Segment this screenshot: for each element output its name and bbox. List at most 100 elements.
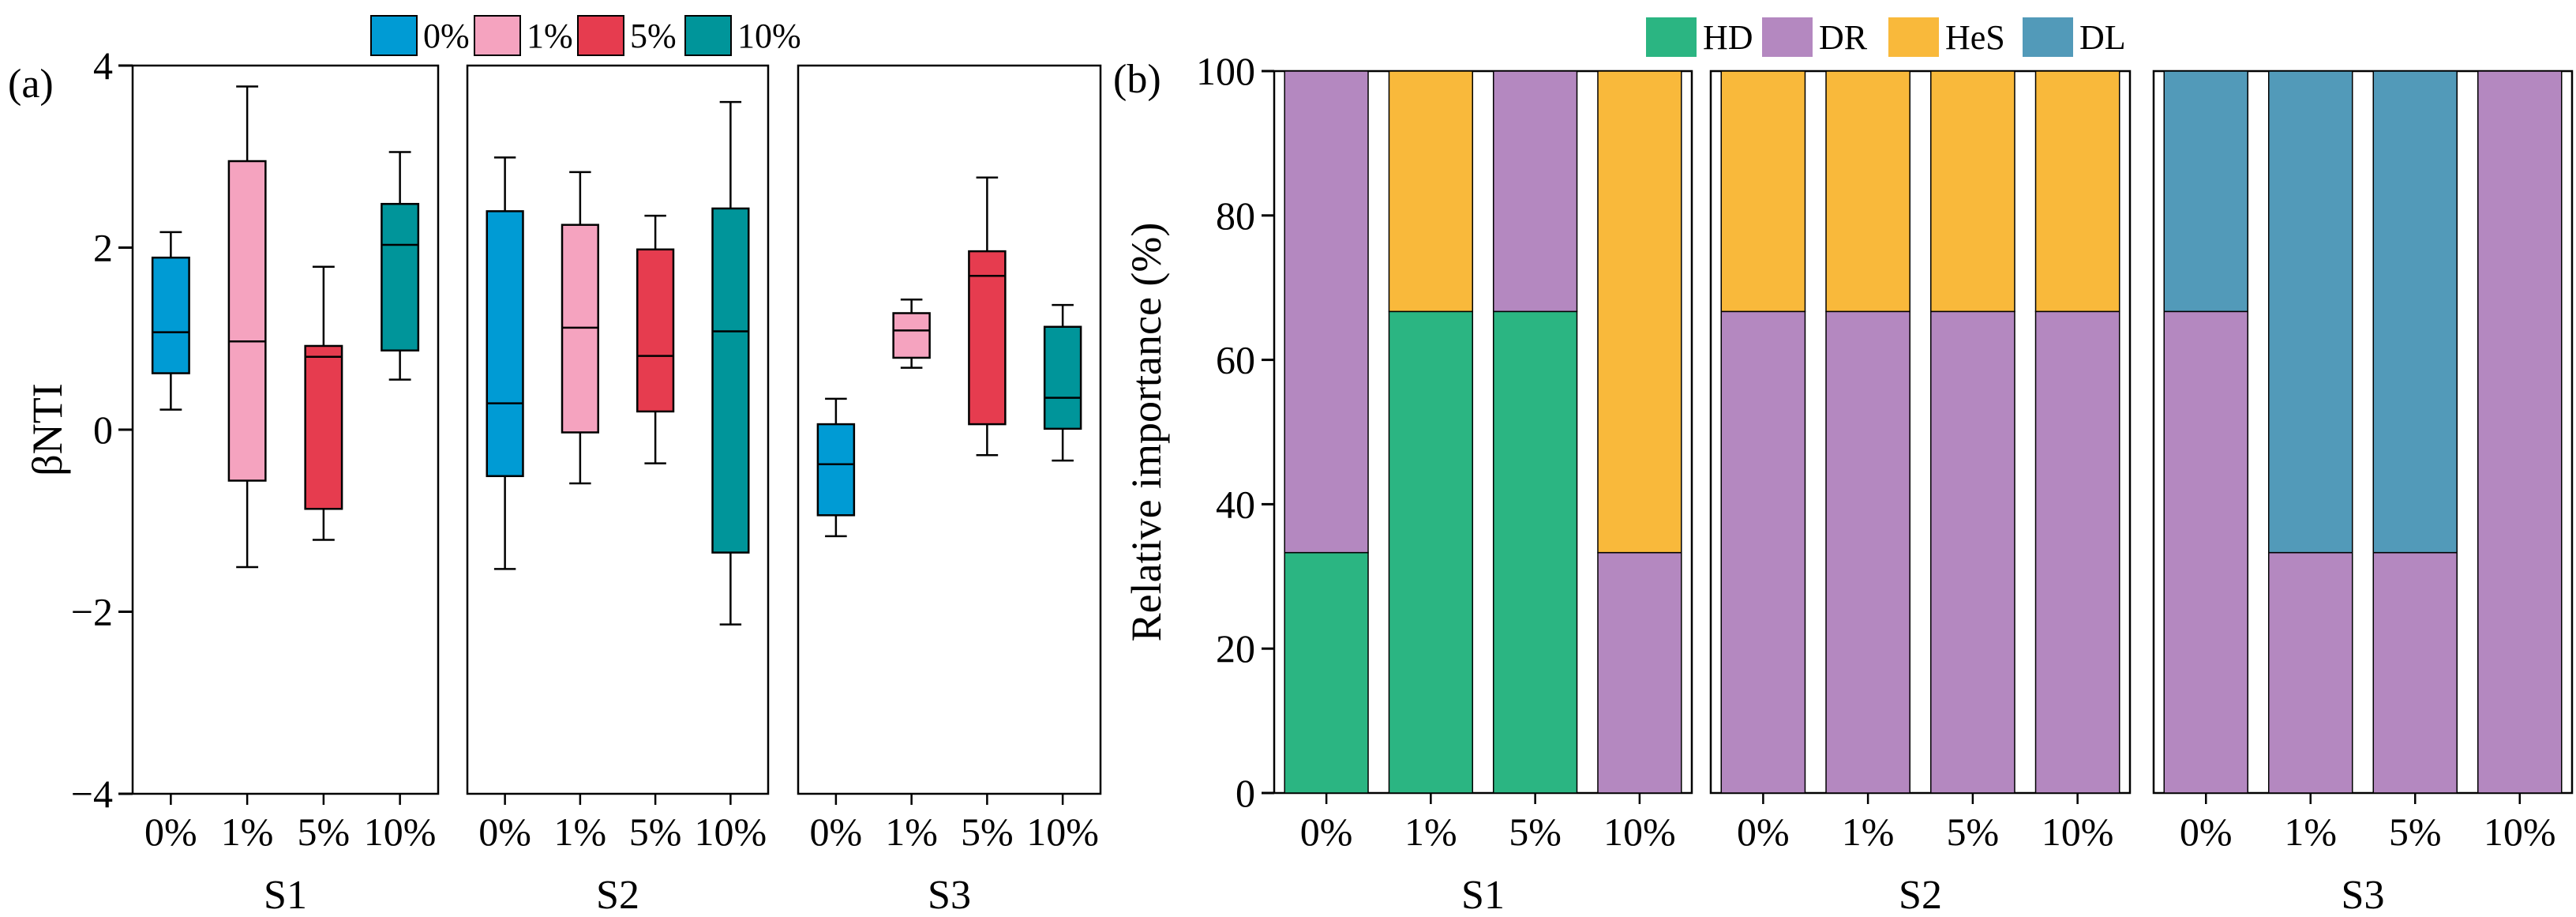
- group-label-b-3: S3: [2342, 873, 2385, 917]
- bar-segment-hd: [1388, 310, 1474, 794]
- subplot-frame-a-2: [466, 64, 770, 795]
- y-tick-label-b: 100: [1196, 49, 1255, 93]
- legend-swatch-a-1pct: [474, 15, 521, 56]
- bar-segment-hes: [1597, 70, 1682, 554]
- group-label-b-2: S2: [1899, 873, 1942, 917]
- box-s2-1pct: [561, 171, 599, 485]
- box-s3-1pct: [892, 298, 931, 369]
- x-tick-label-b: 10%: [2042, 810, 2114, 854]
- group-label-a-1: S1: [264, 873, 307, 917]
- box-iqr: [1043, 325, 1082, 430]
- legend-label-a-1pct: 1%: [527, 17, 573, 55]
- box-iqr: [711, 207, 750, 554]
- x-tick-label-a: 10%: [364, 810, 437, 854]
- x-tick-label-b: 0%: [2180, 810, 2233, 854]
- x-tick-label-a: 10%: [1026, 810, 1099, 854]
- panel-a-label: (a): [8, 62, 54, 107]
- box-s1-1pct: [227, 85, 267, 569]
- bar-segment-hes: [2034, 70, 2120, 313]
- group-label-a-2: S2: [596, 873, 639, 917]
- x-tick-label-b: 1%: [2284, 810, 2337, 854]
- x-tick-label-b: 10%: [2484, 810, 2556, 854]
- bar-segment-dr: [1597, 551, 1682, 794]
- y-tick-label-a: 4: [93, 43, 113, 88]
- box-s3-10pct: [1043, 303, 1082, 462]
- bar-segment-dr: [1720, 310, 1806, 794]
- box-s2-0pct: [486, 156, 524, 570]
- bar-s2-10pct: [2034, 70, 2120, 794]
- box-iqr: [381, 202, 420, 351]
- x-tick-label-a: 5%: [961, 810, 1014, 854]
- bar-segment-hes: [1930, 70, 2015, 313]
- x-tick-label-b: 1%: [1404, 810, 1457, 854]
- bar-segment-dr: [1930, 310, 2015, 794]
- x-tick-label-b: 0%: [1300, 810, 1353, 854]
- box-iqr: [151, 256, 190, 374]
- x-tick-label-a: 10%: [695, 810, 767, 854]
- box-s3-0pct: [816, 397, 856, 538]
- legend-swatch-b-dl: [2023, 17, 2073, 57]
- legend-swatch-b-hes: [1888, 17, 1939, 57]
- bar-segment-dl: [2268, 70, 2353, 554]
- legend-label-a-10pct: 10%: [737, 17, 801, 55]
- box-iqr: [892, 312, 931, 359]
- bar-segment-hd: [1284, 551, 1369, 794]
- box-s1-5pct: [304, 265, 343, 541]
- legend-swatch-b-dr: [1762, 17, 1813, 57]
- x-tick-label-a: 1%: [885, 810, 938, 854]
- x-tick-label-a: 1%: [554, 810, 607, 854]
- y-tick-label-b: 20: [1216, 626, 1255, 671]
- y-tick-label-b: 40: [1216, 482, 1255, 526]
- x-tick-label-a: 5%: [298, 810, 351, 854]
- legend-swatch-a-10pct: [684, 15, 732, 56]
- x-tick-label-b: 0%: [1737, 810, 1790, 854]
- subplot-frame-b-3: [2152, 70, 2574, 795]
- bar-segment-dr: [2268, 551, 2353, 794]
- bar-s1-5pct: [1492, 70, 1578, 794]
- bar-s2-1pct: [1825, 70, 1910, 794]
- box-s2-10pct: [711, 100, 750, 626]
- x-tick-label-a: 0%: [144, 810, 197, 854]
- y-axis-title-a: βNTI: [24, 383, 71, 475]
- bar-s3-0pct: [2163, 70, 2248, 794]
- bar-s1-10pct: [1597, 70, 1682, 794]
- box-iqr: [486, 210, 524, 478]
- subplot-frame-b-2: [1709, 70, 2132, 795]
- bar-segment-dr: [1284, 70, 1369, 554]
- box-iqr: [636, 248, 675, 413]
- x-tick-label-a: 0%: [810, 810, 863, 854]
- box-s3-5pct: [968, 176, 1007, 457]
- panel-b-stacked-bars: (b) Relative importance (%) 100 80 60 40 20 0 0%…: [1113, 17, 2574, 917]
- bar-s3-10pct: [2477, 70, 2563, 794]
- panel-b-label: (b): [1113, 57, 1161, 102]
- box-iqr: [816, 423, 856, 517]
- legend-label-a-5pct: 5%: [630, 17, 677, 55]
- box-iqr: [968, 250, 1007, 426]
- legend-swatch-b-hd: [1646, 17, 1697, 57]
- y-tick-label-a: 2: [93, 226, 113, 270]
- legend-swatch-a-5pct: [577, 15, 624, 56]
- bar-segment-hd: [1492, 310, 1578, 794]
- box-iqr: [304, 344, 343, 510]
- bar-s2-5pct: [1930, 70, 2015, 794]
- y-tick-label-a: −4: [71, 772, 113, 816]
- legend-swatch-a-0pct: [370, 15, 418, 56]
- bar-segment-dr: [2477, 70, 2563, 794]
- legend-label-b-hes: HeS: [1945, 18, 2005, 57]
- bar-segment-dr: [2372, 551, 2458, 794]
- bar-segment-dr: [1492, 70, 1578, 313]
- y-axis-title-b: Relative importance (%): [1123, 223, 1170, 642]
- bar-s2-0pct: [1720, 70, 1806, 794]
- panel-a-boxplot: (a) βNTI 4 2 0 −2 −4 0% 1% 5% 10% S1 0% 1% 5% 10% S2 0% 1%…: [8, 15, 1102, 917]
- y-tick-label-b: 0: [1236, 771, 1255, 815]
- legend-label-a-0pct: 0%: [423, 17, 470, 55]
- x-tick-label-b: 1%: [1842, 810, 1895, 854]
- bar-s3-1pct: [2268, 70, 2353, 794]
- bar-segment-dr: [2034, 310, 2120, 794]
- legend-label-b-hd: HD: [1703, 18, 1753, 57]
- bar-segment-hes: [1825, 70, 1910, 313]
- bar-s1-1pct: [1388, 70, 1474, 794]
- bar-segment-dr: [1825, 310, 1910, 794]
- bar-segment-dl: [2163, 70, 2248, 313]
